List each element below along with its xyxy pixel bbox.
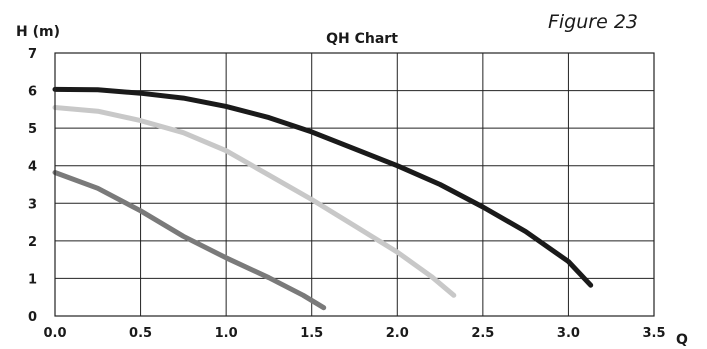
x-tick-label: 3.0 bbox=[557, 326, 580, 341]
x-tick-label: 1.0 bbox=[215, 326, 238, 341]
series-line-1 bbox=[52, 86, 594, 288]
x-tick-label: 0.5 bbox=[129, 326, 152, 341]
grid bbox=[54, 52, 655, 317]
y-axis-title: H (m) bbox=[16, 24, 60, 40]
series-line-2 bbox=[52, 105, 457, 298]
x-tick-label: 2.5 bbox=[471, 326, 494, 341]
x-tick-label: 0.0 bbox=[43, 326, 66, 341]
tick-labels: 0.0 0.5 1.0 1.5 2.0 2.5 3.0 3.5 0 1 2 3 4 5 6 7 bbox=[28, 47, 666, 341]
y-tick-label: 4 bbox=[28, 160, 37, 175]
y-tick-label: 3 bbox=[28, 197, 37, 212]
figure-label: Figure 23 bbox=[548, 11, 638, 33]
x-axis-title: Q bbox=[676, 332, 688, 348]
series-line-3 bbox=[52, 170, 327, 311]
y-tick-label: 6 bbox=[28, 85, 37, 100]
y-tick-label: 2 bbox=[28, 235, 37, 250]
plot-frame bbox=[54, 52, 655, 317]
y-tick-label: 5 bbox=[28, 122, 37, 137]
series-layer bbox=[52, 86, 594, 311]
x-tick-label: 2.0 bbox=[386, 326, 409, 341]
x-tick-label: 3.5 bbox=[642, 326, 665, 341]
x-tick-label: 1.5 bbox=[300, 326, 323, 341]
y-tick-label: 7 bbox=[28, 47, 37, 62]
y-tick-label: 1 bbox=[28, 272, 37, 287]
y-tick-label: 0 bbox=[28, 310, 37, 325]
chart-title: QH Chart bbox=[326, 31, 398, 47]
